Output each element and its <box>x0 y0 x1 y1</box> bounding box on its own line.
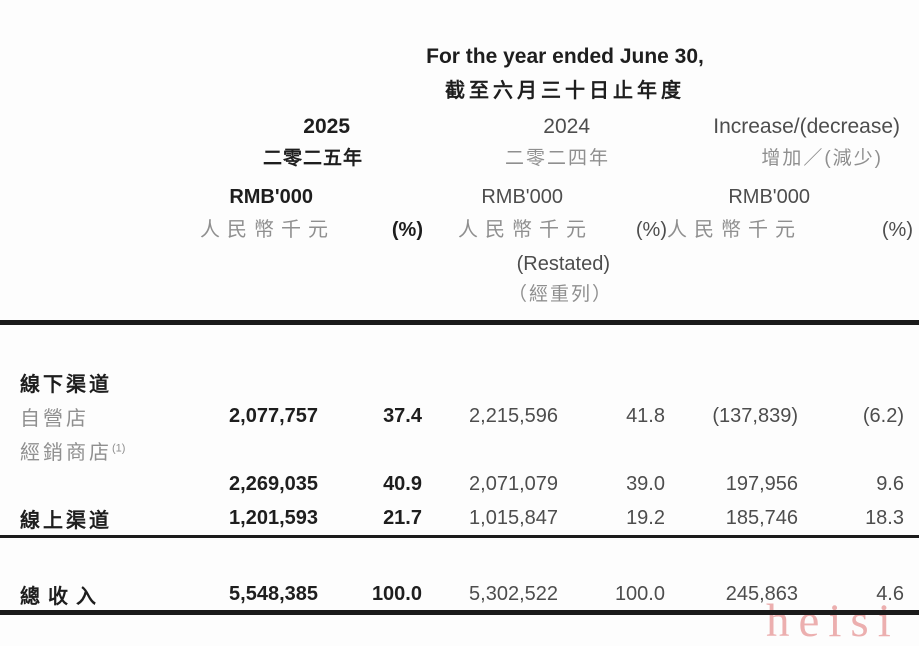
restated-note-zh: （經重列） <box>507 284 613 305</box>
table-rule-bottom <box>0 610 919 615</box>
cell-pct-2024: 100.0 <box>614 582 665 605</box>
table-row-distributor-label: 經銷商店(1) <box>0 433 904 467</box>
cell-pct-2024: 19.2 <box>626 506 665 529</box>
unit-cny-2024: 人民幣千元 <box>458 219 593 241</box>
cell-rmb-change: 245,863 <box>725 582 798 605</box>
table-row-distributor-values: 2,269,035 40.9 2,071,079 39.0 197,956 9.… <box>0 467 904 501</box>
cell-pct-change: 9.6 <box>876 472 904 495</box>
col-header-change-zh: 增加／(減少) <box>761 148 883 169</box>
cell-pct-2025: 21.7 <box>383 506 422 529</box>
unit-rmb-2024: RMB'000 <box>481 186 563 208</box>
row-label: 經銷商店(1) <box>0 436 205 465</box>
table-row-total-revenue: 總收入 5,548,385 100.0 5,302,522 100.0 245,… <box>0 578 904 610</box>
cell-rmb-2025: 5,548,385 <box>229 582 318 605</box>
site-watermark: heisi <box>766 595 900 646</box>
col-header-year-2024: 2024 <box>543 115 590 138</box>
spacer <box>0 535 904 578</box>
row-label: 線上渠道 <box>20 509 112 532</box>
col-header-year-2024-zh: 二零二四年 <box>504 148 610 169</box>
table-body: 線下渠道 自營店 2,077,757 37.4 2,215,596 41.8 (… <box>0 325 904 610</box>
unit-rmb-change: RMB'000 <box>728 186 810 208</box>
row-label: 線下渠道 <box>20 373 112 396</box>
footnote-marker: (1) <box>112 441 126 454</box>
cell-rmb-2024: 2,215,596 <box>469 404 558 427</box>
unit-cny-2025: 人民幣千元 <box>200 219 335 241</box>
cell-rmb-2024: 2,071,079 <box>469 472 558 495</box>
table-row-offline-section: 線下渠道 <box>0 365 904 399</box>
period-title-zh: 截至六月三十日止年度 <box>445 80 685 102</box>
cell-pct-2025: 100.0 <box>371 582 422 605</box>
pct-header-2024: (%) <box>635 219 667 241</box>
cell-pct-change: 4.6 <box>876 582 904 605</box>
pct-header-2025: (%) <box>391 219 423 241</box>
table-rule-top <box>0 320 919 325</box>
col-header-change: Increase/(decrease) <box>713 115 900 138</box>
cell-rmb-2024: 1,015,847 <box>469 506 558 529</box>
row-label: 自營店 <box>20 407 89 430</box>
cell-rmb-2025: 1,201,593 <box>229 506 318 529</box>
cell-pct-2025: 37.4 <box>383 404 422 427</box>
cell-rmb-change: 197,956 <box>725 472 798 495</box>
pct-header-change: (%) <box>881 219 913 241</box>
row-label: 總收入 <box>20 585 104 608</box>
cell-pct-2024: 41.8 <box>626 404 665 427</box>
col-header-year-2025: 2025 <box>303 115 350 138</box>
table-row-self-operated: 自營店 2,077,757 37.4 2,215,596 41.8 (137,8… <box>0 399 904 433</box>
period-title-en: For the year ended June 30, <box>426 45 704 68</box>
cell-rmb-change: (137,839) <box>712 404 798 427</box>
cell-rmb-2025: 2,269,035 <box>229 472 318 495</box>
cell-pct-2025: 40.9 <box>383 472 422 495</box>
row-label-text: 經銷商店 <box>20 441 112 464</box>
spacer <box>0 325 904 365</box>
col-header-year-2025-zh: 二零二五年 <box>262 148 363 169</box>
cell-pct-2024: 39.0 <box>626 472 665 495</box>
unit-rmb-2025: RMB'000 <box>229 186 313 208</box>
cell-rmb-2025: 2,077,757 <box>229 404 318 427</box>
cell-pct-change: 18.3 <box>865 506 904 529</box>
cell-pct-change: (6.2) <box>862 404 904 427</box>
unit-cny-change: 人民幣千元 <box>667 219 802 241</box>
cell-rmb-change: 185,746 <box>725 506 798 529</box>
table-row-online-channel: 線上渠道 1,201,593 21.7 1,015,847 19.2 185,7… <box>0 501 904 535</box>
table-rule-middle <box>0 535 919 538</box>
restated-note-en: (Restated) <box>516 253 610 275</box>
cell-rmb-2024: 5,302,522 <box>469 582 558 605</box>
